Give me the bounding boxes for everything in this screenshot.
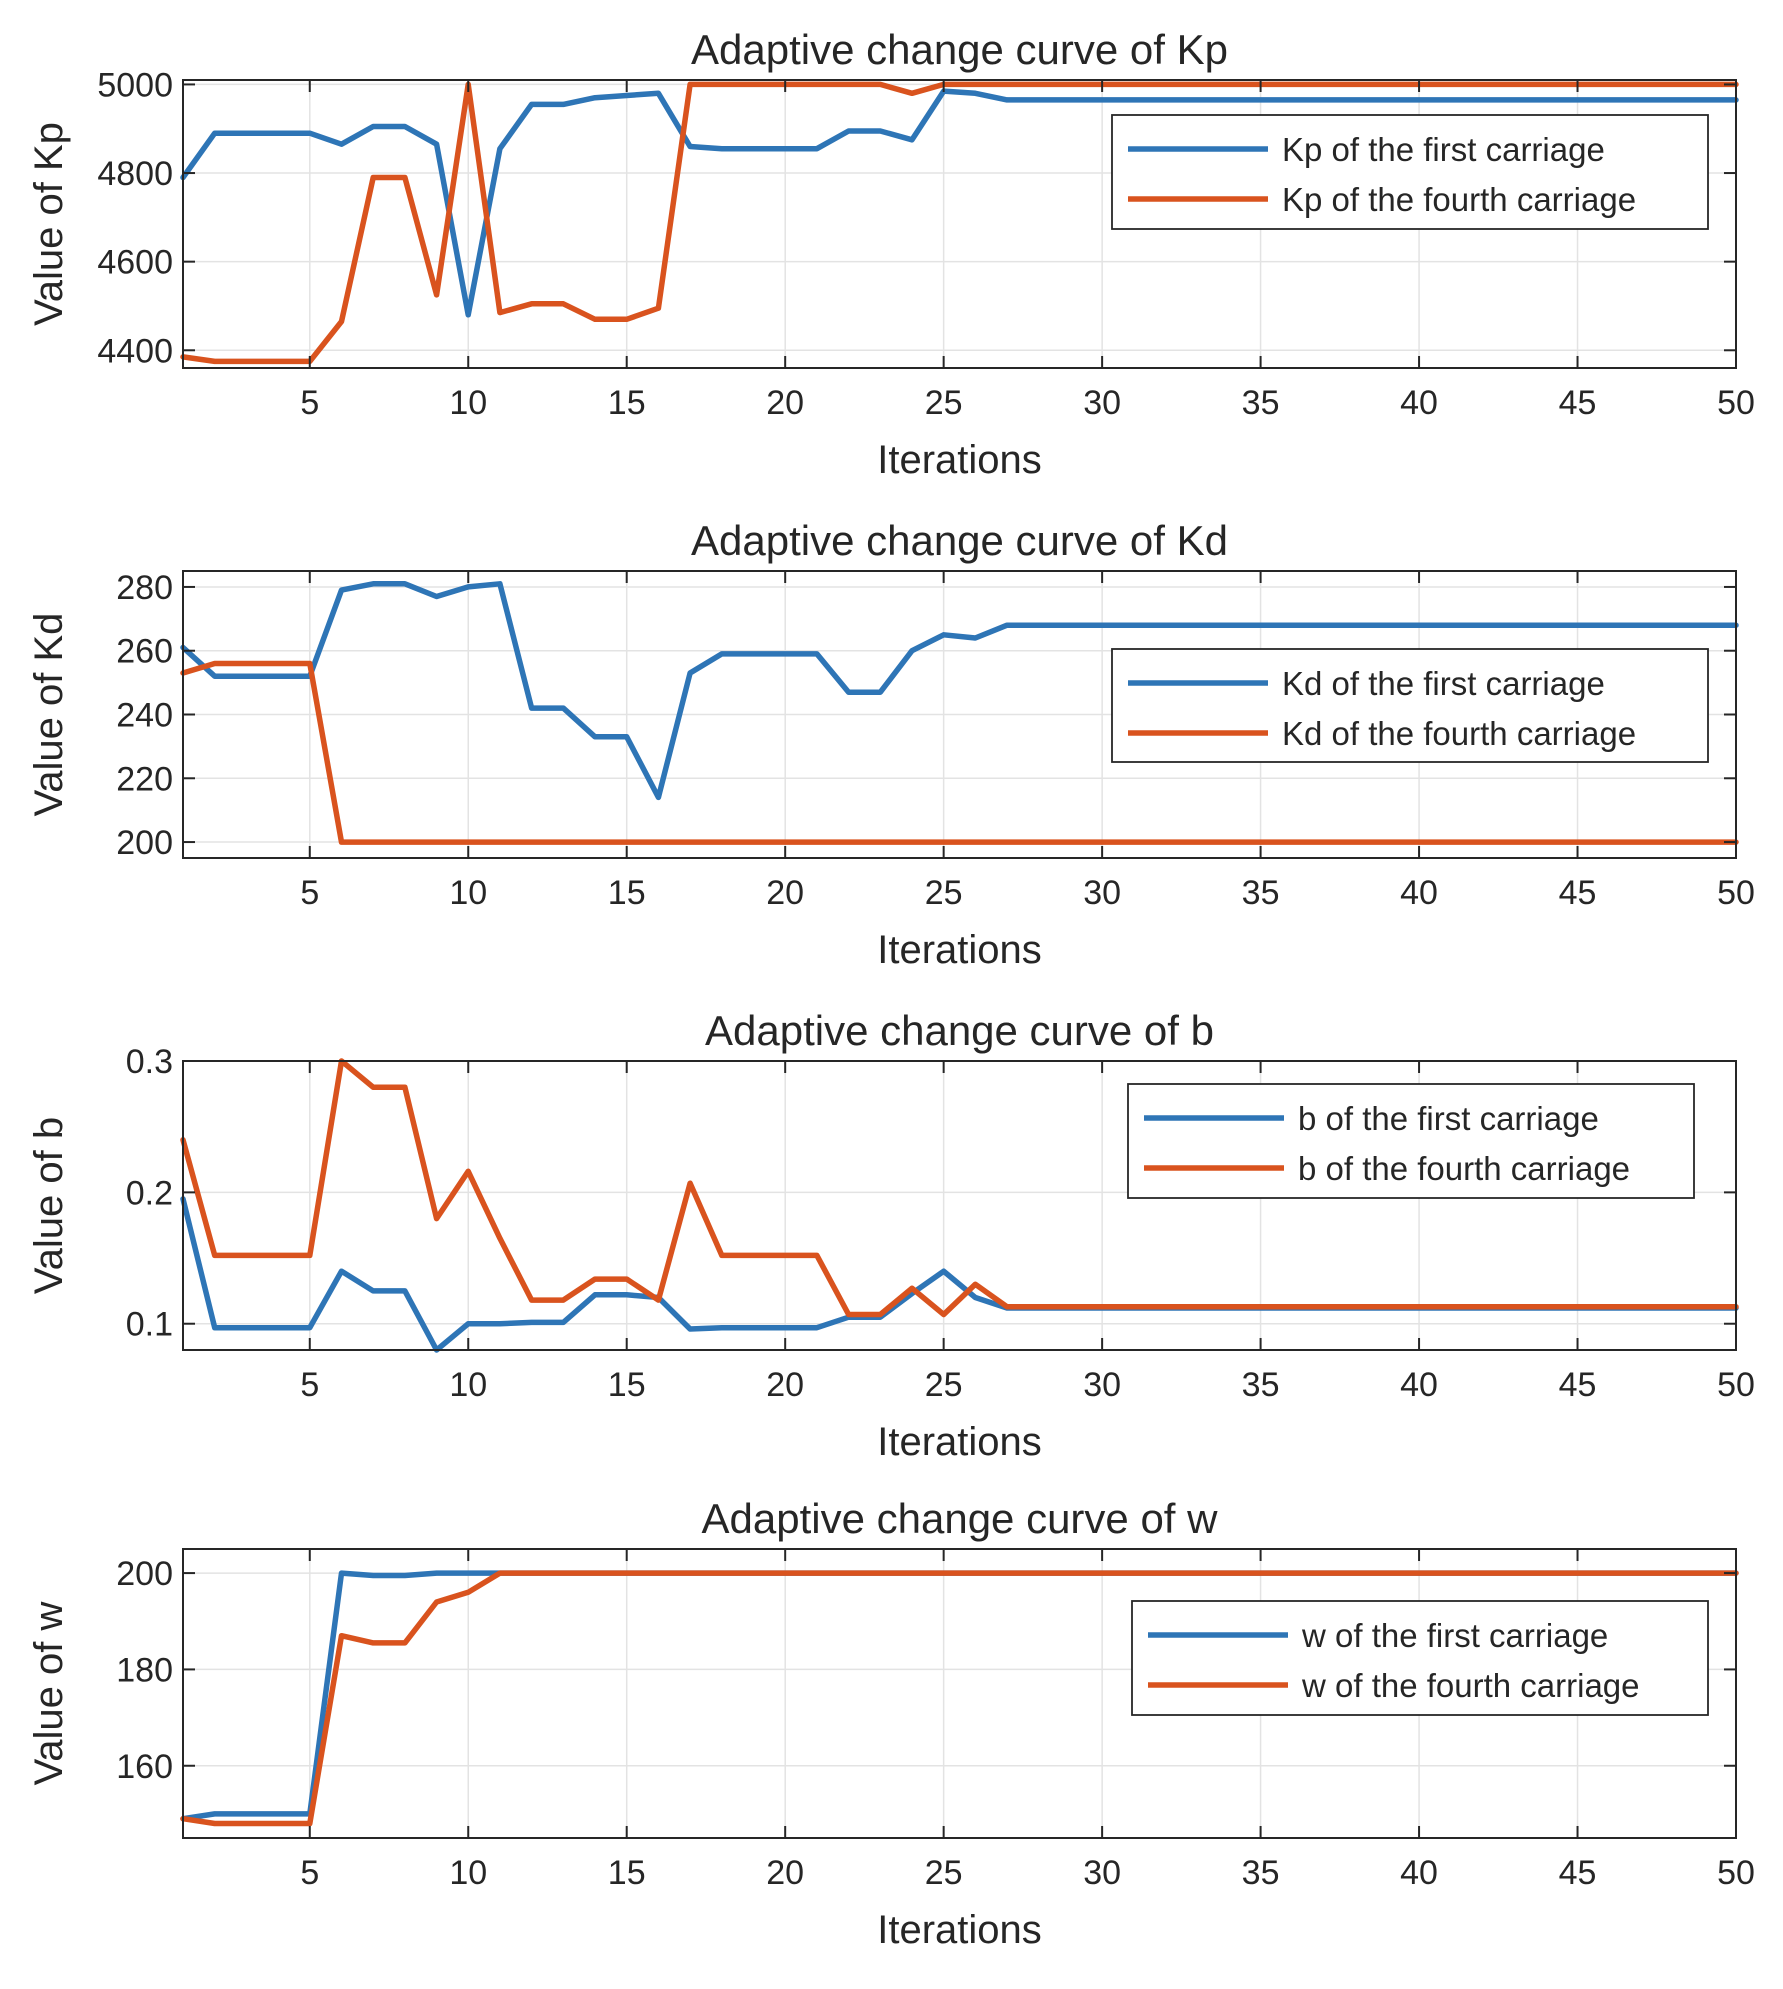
y-tick-label: 5000 [97, 66, 173, 104]
x-tick-label: 15 [608, 874, 646, 912]
x-tick-label: 35 [1242, 1366, 1280, 1404]
x-tick-label: 45 [1559, 874, 1597, 912]
y-tick-label: 0.2 [126, 1174, 173, 1212]
axes-box [182, 1548, 1737, 1839]
x-tick-label: 40 [1400, 1854, 1438, 1892]
y-axis-label: Value of b [27, 1117, 71, 1294]
x-tick-label: 20 [766, 874, 804, 912]
legend-label: b of the first carriage [1298, 1100, 1599, 1137]
series-line-fourth-carriage [180, 1058, 1739, 1318]
x-tick-label: 25 [925, 384, 963, 422]
x-tick-label: 20 [766, 1366, 804, 1404]
legend: Kd of the first carriage Kd of the fourth… [1111, 648, 1709, 763]
chart-panel-1: 5 10 15 20 25 30 35 40 45 50 4400 4600 4800 5000 Adapt… [27, 26, 1755, 482]
y-axis-label: Value of Kd [27, 613, 71, 817]
x-tick-label: 15 [608, 1854, 646, 1892]
y-axis-label: Value of Kp [27, 122, 71, 326]
x-tick-label: 45 [1559, 1366, 1597, 1404]
x-tick-label: 25 [925, 1854, 963, 1892]
legend-label: Kp of the fourth carriage [1282, 181, 1636, 218]
legend-label: w of the fourth carriage [1301, 1667, 1640, 1704]
x-tick-label: 30 [1083, 1366, 1121, 1404]
y-tick-label: 260 [116, 633, 173, 671]
x-axis-label: Iterations [877, 1908, 1042, 1952]
y-tick-label: 240 [116, 697, 173, 735]
x-tick-label: 10 [449, 1854, 487, 1892]
x-tick-label: 5 [300, 1366, 319, 1404]
legend: Kp of the first carriage Kp of the fourth… [1111, 114, 1709, 230]
x-tick-label: 5 [300, 874, 319, 912]
y-tick-label: 4600 [97, 244, 173, 282]
x-tick-label: 45 [1559, 1854, 1597, 1892]
chart-title: Adaptive change curve of w [702, 1495, 1219, 1542]
x-tick-label: 25 [925, 874, 963, 912]
chart-panel-2: 5 10 15 20 25 30 35 40 45 50 200 220 240 260 280 Adapti… [27, 517, 1755, 972]
chart-title: Adaptive change curve of Kd [691, 517, 1228, 564]
series-line-first-carriage [180, 88, 1739, 318]
y-tick-label: 0.3 [126, 1043, 173, 1081]
series-line-first-carriage [180, 581, 1739, 801]
x-tick-label: 40 [1400, 1366, 1438, 1404]
legend-label: Kd of the first carriage [1282, 665, 1605, 702]
y-tick-label: 200 [116, 824, 173, 862]
x-axis-label: Iterations [877, 928, 1042, 972]
x-tick-label: 20 [766, 384, 804, 422]
x-tick-label: 40 [1400, 874, 1438, 912]
x-tick-label: 50 [1717, 874, 1755, 912]
chart-title: Adaptive change curve of Kp [691, 26, 1228, 73]
x-tick-label: 5 [300, 384, 319, 422]
legend-label: w of the first carriage [1301, 1617, 1608, 1654]
x-tick-label: 35 [1242, 1854, 1280, 1892]
y-tick-label: 4800 [97, 155, 173, 193]
y-tick-label: 280 [116, 569, 173, 607]
legend-box [1127, 1083, 1695, 1199]
x-tick-label: 50 [1717, 1366, 1755, 1404]
axes-box [182, 79, 1737, 369]
x-tick-label: 35 [1242, 384, 1280, 422]
legend-box [1111, 114, 1709, 230]
chart-panel-3: 5 10 15 20 25 30 35 40 45 50 0.1 0.2 0.3 Adaptive cha… [27, 1007, 1755, 1464]
x-tick-label: 30 [1083, 384, 1121, 422]
x-axis-label: Iterations [877, 1420, 1042, 1464]
chart-title: Adaptive change curve of b [705, 1007, 1214, 1054]
x-tick-label: 10 [449, 1366, 487, 1404]
x-tick-label: 5 [300, 1854, 319, 1892]
y-tick-label: 200 [116, 1555, 173, 1593]
x-tick-label: 35 [1242, 874, 1280, 912]
x-tick-label: 15 [608, 1366, 646, 1404]
x-axis-label: Iterations [877, 438, 1042, 482]
axes-box [182, 1060, 1737, 1351]
legend: b of the first carriage b of the fourth c… [1127, 1083, 1695, 1199]
chart-panel-4: 5 10 15 20 25 30 35 40 45 50 160 180 200 Adaptive cha… [27, 1495, 1755, 1952]
legend-label: b of the fourth carriage [1298, 1150, 1630, 1187]
y-tick-label: 180 [116, 1651, 173, 1689]
y-tick-label: 0.1 [126, 1306, 173, 1344]
x-tick-label: 20 [766, 1854, 804, 1892]
x-tick-label: 50 [1717, 1854, 1755, 1892]
y-tick-label: 4400 [97, 332, 173, 370]
x-tick-label: 30 [1083, 1854, 1121, 1892]
x-tick-label: 40 [1400, 384, 1438, 422]
x-tick-label: 10 [449, 874, 487, 912]
x-tick-label: 10 [449, 384, 487, 422]
legend-label: Kp of the first carriage [1282, 131, 1605, 168]
series-line-fourth-carriage [180, 1570, 1739, 1827]
legend: w of the first carriage w of the fourth c… [1131, 1600, 1709, 1716]
y-axis-label: Value of w [27, 1601, 71, 1785]
x-tick-label: 15 [608, 384, 646, 422]
legend-label: Kd of the fourth carriage [1282, 715, 1636, 752]
legend-box [1131, 1600, 1709, 1716]
legend-box [1111, 648, 1709, 763]
x-tick-label: 25 [925, 1366, 963, 1404]
x-tick-label: 30 [1083, 874, 1121, 912]
series-line-fourth-carriage [180, 81, 1739, 365]
y-tick-label: 220 [116, 760, 173, 798]
series-line-fourth-carriage [180, 660, 1739, 845]
x-tick-label: 45 [1559, 384, 1597, 422]
x-tick-label: 50 [1717, 384, 1755, 422]
y-tick-label: 160 [116, 1748, 173, 1786]
